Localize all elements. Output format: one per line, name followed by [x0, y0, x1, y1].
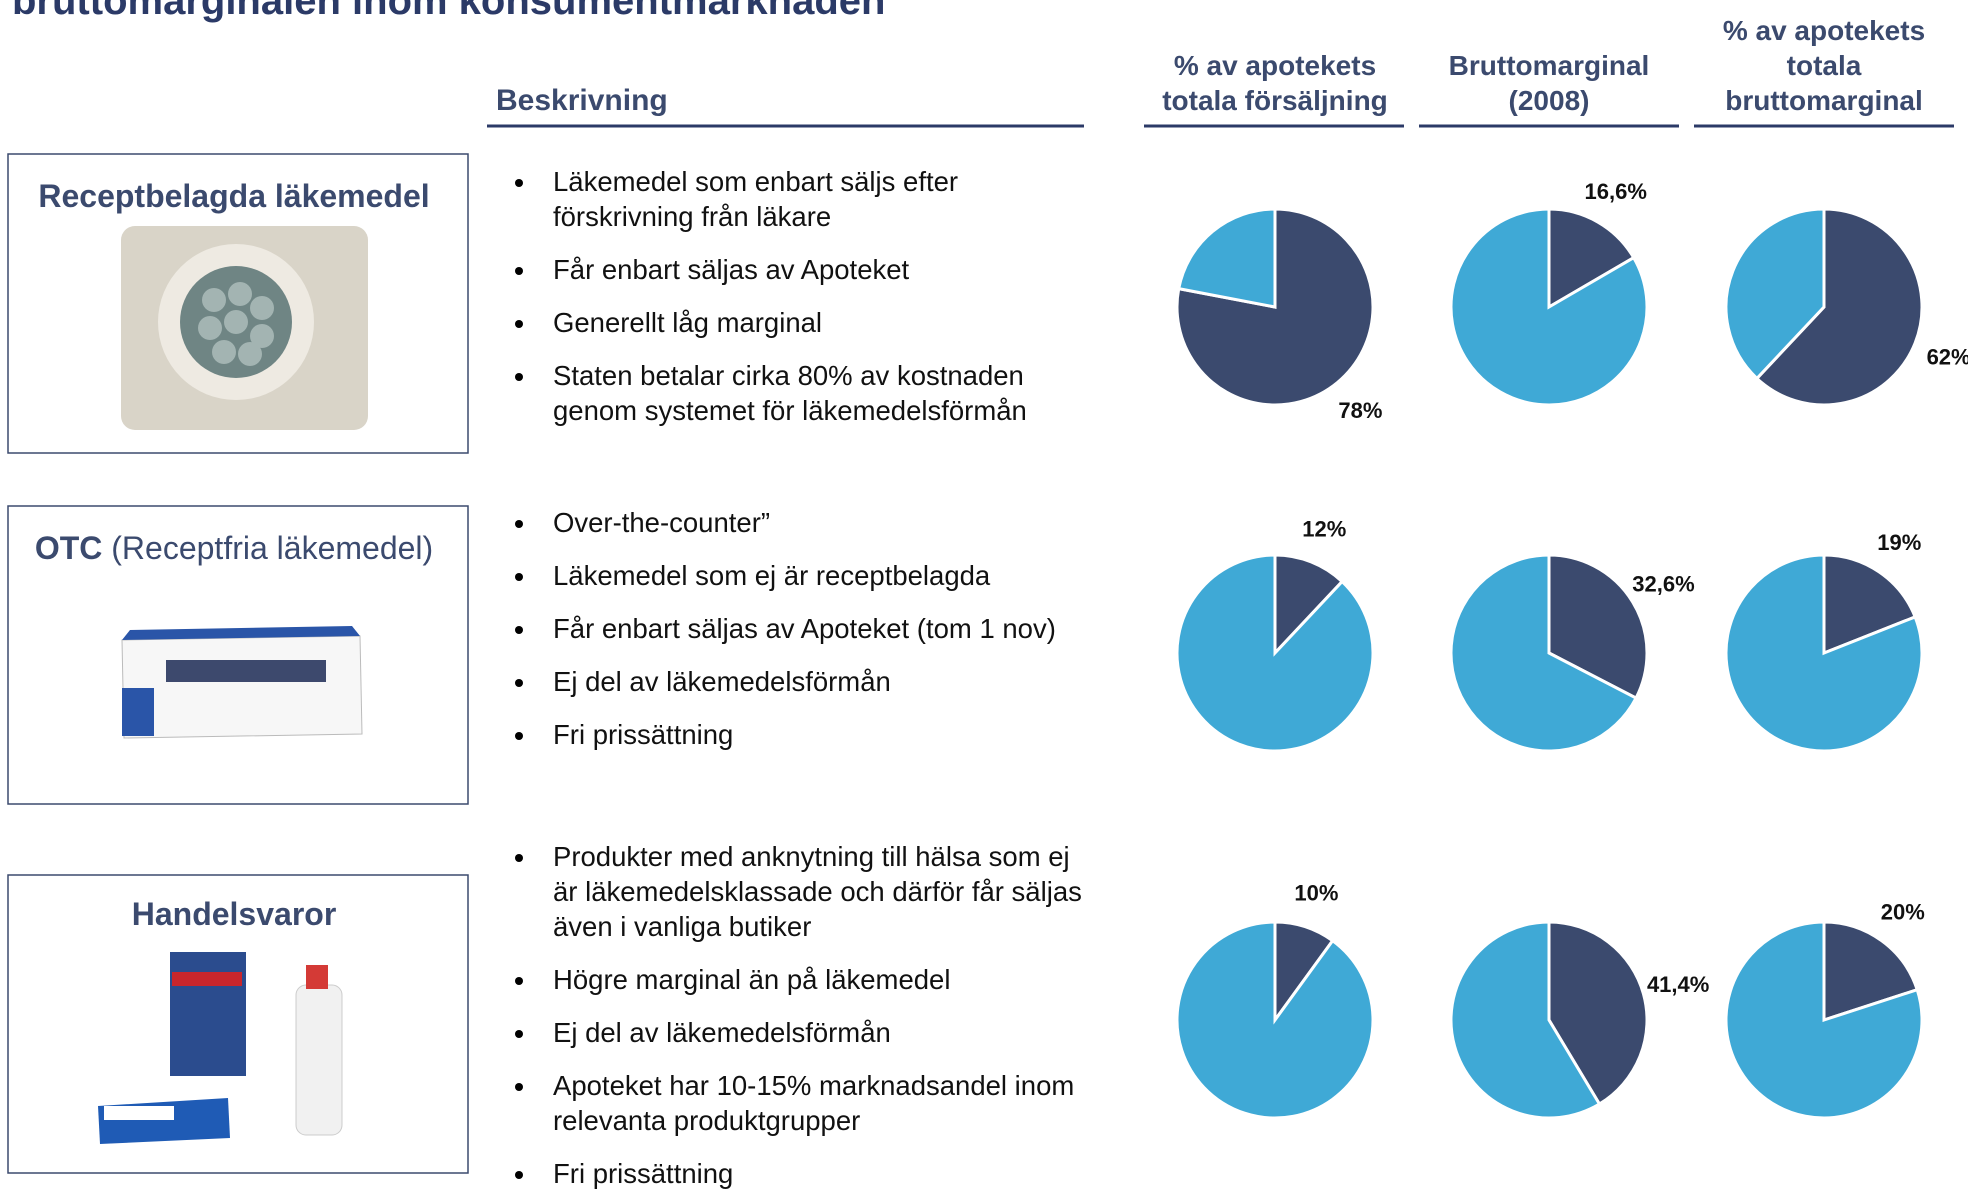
row-title: Handelsvaror [132, 896, 337, 932]
slide-title: bruttomarginalen inom konsumentmarknaden [12, 0, 885, 23]
page: {"title": "bruttomarginalen inom konsume… [0, 0, 1968, 1198]
bullet-text: är läkemedelsklassade och därför får säl… [553, 876, 1082, 907]
pie-slice [1179, 209, 1275, 307]
bullet-text: Läkemedel som enbart säljs efter [553, 166, 958, 197]
slide: bruttomarginalen inom konsumentmarknaden… [0, 0, 1968, 1198]
pie-value-label: 19% [1877, 530, 1921, 555]
row-title: Receptbelagda läkemedel [38, 178, 429, 214]
bullet-text: Läkemedel som ej är receptbelagda [553, 560, 991, 591]
row-title-main: Receptbelagda läkemedel [38, 178, 429, 214]
pie-value-label: 62% [1927, 344, 1968, 369]
bullet-dot [515, 854, 523, 862]
bullet-dot [515, 320, 523, 328]
column-header: Beskrivning [496, 84, 668, 117]
bullet-dot [515, 520, 523, 528]
photo-otc-box [122, 626, 362, 738]
bullet-dot [515, 1030, 523, 1038]
bullet-text: Får enbart säljas av Apoteket (tom 1 nov… [553, 613, 1056, 644]
bullet-dot [515, 977, 523, 985]
bullet-dot [515, 573, 523, 581]
pie-value-label: 12% [1302, 516, 1346, 541]
photo-products [98, 952, 342, 1144]
bullet-text: Produkter med anknytning till hälsa som … [553, 841, 1070, 872]
column-header: totala försäljning [1162, 85, 1388, 116]
bullet-text: Ej del av läkemedelsförmån [553, 1017, 891, 1048]
column-header: Bruttomarginal [1449, 50, 1650, 81]
pie-value-label: 10% [1294, 881, 1338, 906]
column-header: bruttomarginal [1725, 85, 1923, 116]
bullet-text: genom systemet för läkemedelsförmån [553, 395, 1027, 426]
bullet-dot [515, 679, 523, 687]
bullet-text: förskrivning från läkare [553, 201, 831, 232]
bullet-dot [515, 373, 523, 381]
bullet-text: Får enbart säljas av Apoteket [553, 254, 910, 285]
pie-value-label: 41,4% [1647, 972, 1709, 997]
pie-slice [1177, 555, 1373, 751]
bullet-dot [515, 267, 523, 275]
bullet-text: Fri prissättning [553, 1158, 733, 1189]
pie-value-label: 20% [1881, 900, 1925, 925]
pie-value-label: 16,6% [1585, 179, 1647, 204]
pie-value-label: 78% [1338, 398, 1382, 423]
row-title-main: OTC [35, 530, 103, 566]
bullet-text: Ej del av läkemedelsförmån [553, 666, 891, 697]
row-title: OTC (Receptfria läkemedel) [35, 530, 433, 566]
pie-slice [1177, 922, 1373, 1118]
row-title-main: Handelsvaror [132, 896, 337, 932]
bullet-text: relevanta produktgrupper [553, 1105, 860, 1136]
bullet-dot [515, 179, 523, 187]
bullet-text: Apoteket har 10-15% marknadsandel inom [553, 1070, 1074, 1101]
column-header: % av apotekets [1174, 50, 1376, 81]
bullet-dot [515, 626, 523, 634]
bullet-text: Generellt låg marginal [553, 307, 822, 338]
row-title-sub: (Receptfria läkemedel) [111, 530, 433, 566]
bullet-dot [515, 732, 523, 740]
column-header: totala [1787, 50, 1862, 81]
bullet-text: Fri prissättning [553, 719, 733, 750]
column-header: % av apotekets [1723, 15, 1925, 46]
bullet-text: även i vanliga butiker [553, 911, 811, 942]
bullet-text: Over-the-counter” [553, 507, 770, 538]
bullet-dot [515, 1083, 523, 1091]
bullet-dot [515, 1171, 523, 1179]
column-header: (2008) [1509, 85, 1590, 116]
photo-pills [121, 226, 368, 430]
bullet-text: Staten betalar cirka 80% av kostnaden [553, 360, 1024, 391]
bullet-text: Högre marginal än på läkemedel [553, 964, 950, 995]
pie-value-label: 32,6% [1632, 571, 1694, 596]
